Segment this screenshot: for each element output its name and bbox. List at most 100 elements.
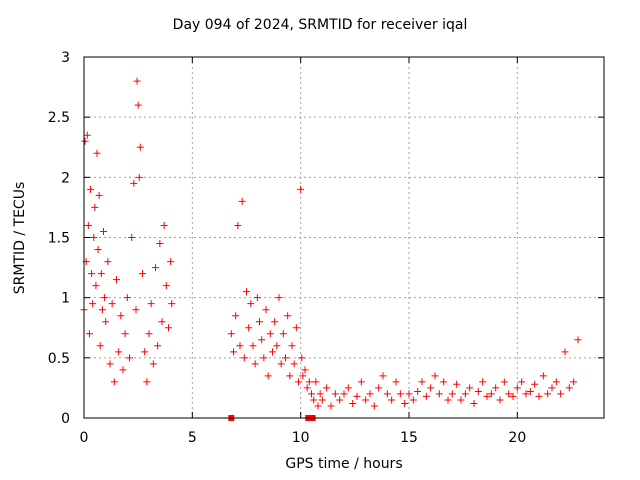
data-point: [483, 392, 491, 400]
data-point: [126, 354, 133, 362]
x-tick-label: 5: [188, 430, 197, 446]
data-point: [156, 240, 164, 248]
data-point: [95, 191, 103, 199]
data-point: [85, 330, 93, 338]
data-point: [409, 396, 417, 404]
data-point: [84, 221, 92, 229]
data-point: [574, 336, 582, 344]
data-point: [509, 392, 517, 400]
data-point: [134, 101, 142, 109]
data-point: [453, 380, 461, 388]
data-point: [115, 348, 123, 356]
data-point: [539, 372, 547, 380]
data-point: [487, 390, 495, 398]
y-tick-label: 0.5: [48, 351, 70, 367]
data-point: [531, 380, 539, 388]
data-point: [303, 384, 311, 392]
data-point: [113, 276, 120, 284]
data-point: [314, 402, 322, 410]
data-point: [90, 234, 98, 241]
data-point: [133, 77, 141, 85]
data-point: [93, 149, 101, 157]
data-point: [535, 392, 543, 400]
data-point: [149, 360, 157, 368]
data-point: [262, 306, 270, 314]
data-point: [123, 294, 131, 302]
data-point: [240, 354, 248, 362]
data-point: [561, 348, 569, 356]
data-point: [318, 396, 326, 404]
data-point: [383, 390, 391, 398]
data-point: [162, 282, 170, 290]
data-point: [256, 318, 263, 326]
data-point: [110, 378, 118, 386]
y-tick-label: 2.5: [48, 110, 70, 126]
data-point: [106, 360, 114, 368]
y-tick-label: 0: [61, 411, 70, 427]
data-point: [362, 396, 370, 404]
data-point: [396, 390, 404, 398]
y-axis-label: SRMTID / TECUs: [12, 181, 28, 295]
data-point: [271, 318, 279, 326]
data-point: [435, 390, 443, 398]
data-point: [440, 378, 448, 386]
data-point: [505, 390, 513, 398]
data-point: [297, 185, 305, 193]
data-point: [461, 390, 469, 398]
data-point: [431, 372, 439, 380]
data-point: [158, 318, 166, 326]
data-point: [340, 390, 348, 398]
data-point: [247, 300, 255, 308]
data-point: [165, 324, 172, 332]
y-tick-label: 2: [61, 170, 70, 186]
data-point: [496, 396, 504, 404]
data-point: [117, 312, 125, 320]
data-point: [401, 400, 409, 408]
data-point: [336, 396, 344, 404]
data-point: [323, 384, 331, 392]
y-tick-label: 1.5: [48, 231, 70, 247]
data-point: [238, 197, 246, 205]
data-point: [308, 390, 315, 398]
data-point: [245, 324, 253, 332]
data-point: [331, 390, 339, 398]
data-point: [500, 378, 508, 386]
data-point: [288, 342, 296, 350]
data-point: [405, 390, 413, 398]
data-point: [167, 258, 175, 266]
data-point: [121, 330, 129, 338]
data-point: [104, 258, 112, 266]
data-point: [266, 330, 274, 338]
data-point: [392, 378, 400, 386]
data-point: [470, 400, 478, 408]
x-tick-label: 20: [508, 430, 526, 446]
data-point: [422, 392, 430, 400]
data-point: [81, 137, 89, 145]
data-point: [101, 294, 109, 302]
x-axis-label: GPS time / hours: [285, 456, 403, 472]
data-point: [160, 221, 168, 229]
data-point: [154, 342, 162, 350]
data-point: [88, 270, 96, 278]
data-point: [290, 360, 298, 368]
data-point: [312, 378, 320, 386]
data-point: [128, 234, 136, 241]
chart-title: Day 094 of 2024, SRMTID for receiver iqa…: [172, 17, 468, 33]
data-point: [168, 300, 176, 308]
data-point: [375, 384, 383, 392]
data-point: [370, 402, 378, 410]
axis-ticks: 0 5 10 15 20 0 0.5 1 1.5 2 2.5 3: [48, 50, 604, 446]
data-point: [305, 378, 313, 386]
data-point: [344, 384, 352, 392]
data-point: [91, 203, 99, 211]
data-point: [98, 306, 106, 314]
data-point: [100, 227, 107, 235]
data-point: [227, 330, 235, 338]
data-point: [132, 306, 140, 314]
data-point: [479, 378, 487, 386]
data-point: [316, 390, 324, 398]
data-point: [349, 400, 357, 408]
data-point: [102, 318, 110, 326]
data-point: [466, 384, 474, 392]
data-point: [251, 360, 259, 368]
